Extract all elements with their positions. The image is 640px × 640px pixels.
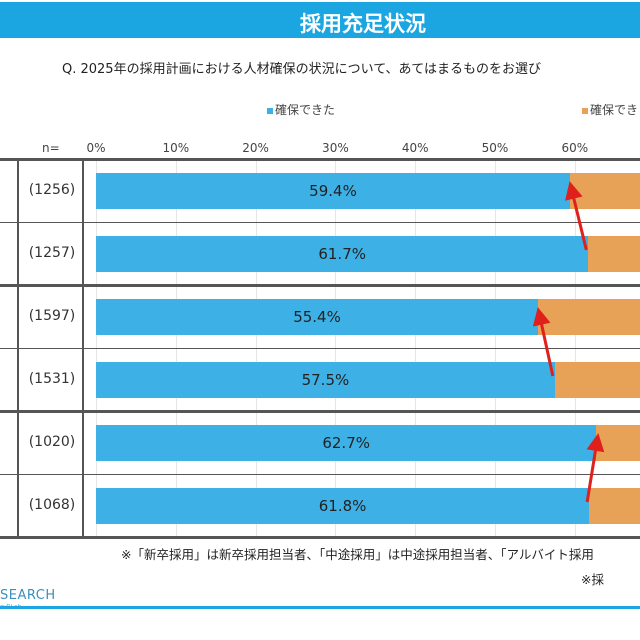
legend-label: 確保でき: [590, 103, 639, 117]
n-value: (1257): [28, 245, 76, 261]
row-divider: [0, 284, 640, 287]
n-value: (1531): [28, 371, 76, 387]
legend-swatch-icon: [267, 107, 273, 114]
bar-not-secured: [588, 236, 640, 272]
bar-secured: [96, 236, 589, 272]
x-tick-label: 60%: [561, 141, 589, 155]
legend-label: 確保できた: [275, 103, 336, 117]
bar-secured: [96, 362, 555, 398]
change-arrow: [565, 181, 588, 251]
bar-value-label: 61.7%: [318, 245, 366, 263]
row-divider: [0, 348, 640, 349]
column-divider: [82, 159, 84, 538]
bar-not-secured: [538, 299, 640, 335]
logo-text: SEARCH: [0, 588, 56, 603]
x-tick-label: 0%: [86, 141, 106, 155]
bar-value-label: 59.4%: [309, 182, 357, 200]
legend-swatch-icon: [582, 107, 588, 114]
x-tick-label: 30%: [322, 141, 349, 155]
x-tick-label: 20%: [242, 141, 269, 155]
n-value: (1068): [28, 497, 76, 513]
bar-secured: [96, 299, 539, 335]
footnote-2: ※採: [581, 572, 604, 587]
n-value: (1256): [28, 182, 76, 198]
x-tick-label: 10%: [162, 141, 190, 155]
row-divider: [0, 158, 640, 161]
bar-value-label: 57.5%: [301, 371, 350, 389]
title-bar: 採用充足状況: [0, 2, 640, 38]
row-divider: [0, 474, 640, 475]
change-arrow: [532, 307, 555, 377]
legend-item-secured: 確保できた: [267, 101, 335, 118]
legend-item-not-secured: 確保でき: [582, 101, 638, 118]
page-title: 採用充足状況: [300, 12, 426, 36]
x-tick-label: 40%: [401, 141, 429, 155]
bar-secured: [96, 488, 590, 524]
bar-secured: [96, 425, 597, 461]
footnote-1: ※「新卒採用」は新卒採用担当者、「中途採用」は中途採用担当者、「アルバイト採用: [121, 547, 594, 562]
bottom-rule: [0, 606, 640, 609]
row-divider: [0, 410, 640, 413]
bar-value-label: 55.4%: [293, 308, 341, 326]
column-divider: [17, 159, 19, 538]
row-divider: [0, 222, 640, 223]
x-tick-label: 50%: [481, 141, 509, 155]
bar-secured: [96, 173, 570, 209]
bar-value-label: 61.8%: [318, 497, 367, 515]
change-arrow: [585, 433, 605, 503]
n-value: (1020): [28, 434, 76, 450]
n-value: (1597): [28, 308, 76, 324]
question-text: Q. 2025年の採用計画における人材確保の状況について、あてはまるものをお選び: [62, 62, 542, 77]
bar-value-label: 62.7%: [322, 434, 370, 452]
bar-not-secured: [554, 362, 640, 398]
bar-not-secured: [589, 488, 640, 524]
row-divider: [0, 536, 640, 539]
n-header: n=: [42, 141, 60, 155]
